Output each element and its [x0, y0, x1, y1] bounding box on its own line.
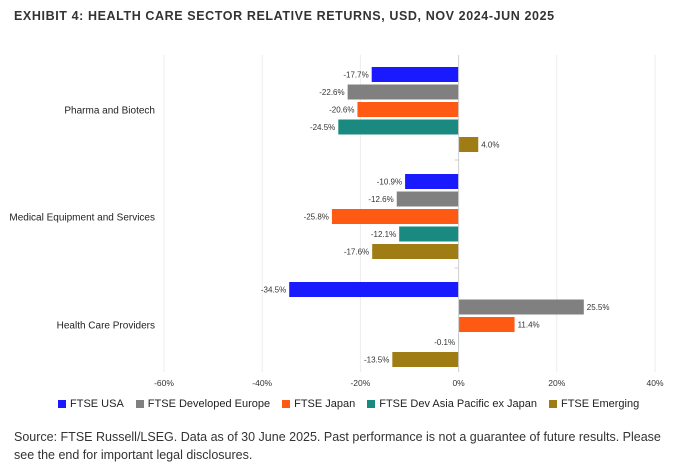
source-note: Source: FTSE Russell/LSEG. Data as of 30… — [14, 430, 661, 462]
data-label: -17.7% — [343, 71, 368, 80]
data-label: -13.5% — [364, 356, 389, 365]
x-tick-label: -40% — [252, 378, 272, 388]
x-tick-label: 40% — [646, 378, 663, 388]
category-label: Pharma and Biotech — [64, 106, 155, 117]
legend-swatch — [367, 400, 376, 408]
bar — [392, 352, 459, 367]
bar — [371, 67, 459, 82]
legend-swatch — [58, 400, 66, 408]
data-label: -34.5% — [261, 286, 286, 295]
data-label: 11.4% — [518, 321, 540, 330]
data-label: -10.9% — [377, 178, 402, 187]
legend-label: FTSE Developed Europe — [147, 398, 271, 410]
legend-label: FTSE Emerging — [560, 398, 640, 410]
legend-label: FTSE Dev Asia Pacific ex Japan — [379, 398, 537, 410]
legend-swatch — [135, 400, 144, 408]
bar — [331, 209, 459, 224]
data-label: -0.1% — [434, 338, 455, 347]
data-label: -25.8% — [304, 213, 329, 222]
bar — [396, 191, 459, 207]
bar-chart: Pharma and Biotech -17.7% -22.6% -20.6% -24.… — [9, 55, 664, 388]
x-tick-label: -60% — [154, 378, 174, 388]
chart-legend: FTSE USA FTSE Developed Europe FTSE Japan F… — [58, 398, 639, 410]
data-label: -12.6% — [368, 195, 393, 204]
bar — [458, 317, 515, 332]
legend-label: FTSE USA — [70, 398, 124, 410]
data-label: 4.0% — [481, 141, 499, 150]
bar — [372, 244, 459, 259]
data-label: -17.6% — [344, 248, 369, 257]
bar — [289, 282, 459, 297]
data-label: -12.1% — [371, 230, 396, 239]
legend-item: FTSE Developed Europe — [135, 398, 271, 410]
category-label: Medical Equipment and Services — [9, 213, 155, 224]
category-label: Health Care Providers — [57, 321, 155, 332]
bar — [338, 119, 459, 135]
legend-label: FTSE Japan — [294, 398, 356, 410]
legend-swatch — [282, 400, 291, 408]
bar — [347, 84, 459, 100]
x-tick-label: 0% — [452, 378, 465, 388]
data-label: -20.6% — [329, 106, 354, 115]
legend-item: FTSE USA — [58, 398, 124, 410]
legend-item: FTSE Emerging — [548, 398, 640, 410]
legend-swatch — [548, 400, 557, 408]
bar — [405, 174, 459, 189]
legend-item: FTSE Dev Asia Pacific ex Japan — [367, 398, 537, 410]
bar — [399, 226, 459, 242]
x-tick-label: 20% — [548, 378, 565, 388]
data-label: 25.5% — [587, 303, 610, 312]
legend-item: FTSE Japan — [282, 398, 355, 410]
chart-title: EXHIBIT 4: HEALTH CARE SECTOR RELATIVE R… — [14, 9, 555, 23]
data-label: -22.6% — [319, 88, 344, 97]
bar — [458, 299, 584, 315]
bar — [458, 137, 479, 152]
x-tick-label: -20% — [350, 378, 370, 388]
data-label: -24.5% — [310, 123, 335, 132]
bar — [357, 102, 459, 117]
